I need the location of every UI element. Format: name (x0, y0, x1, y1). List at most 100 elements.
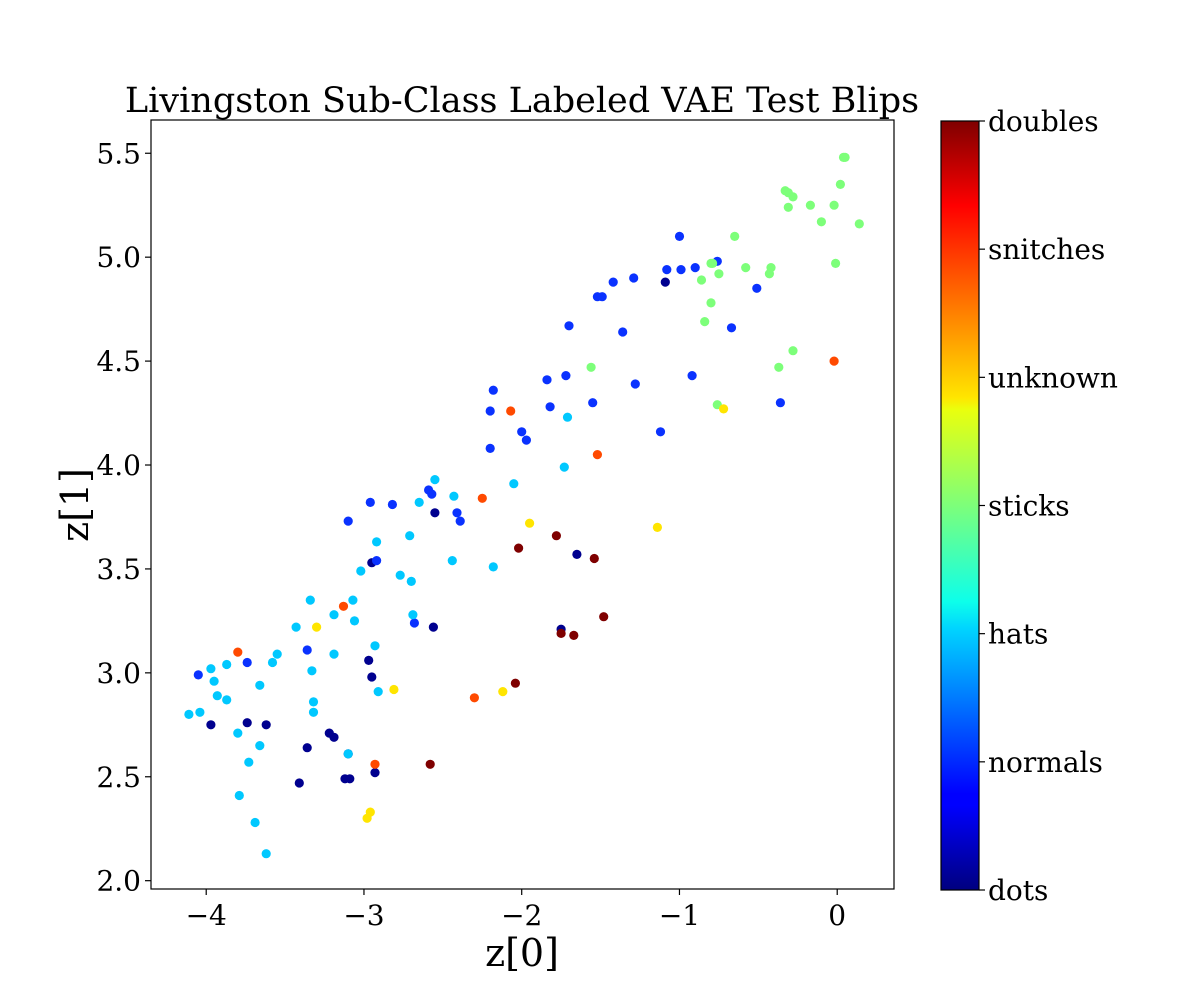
scatter-point-doubles (551, 531, 562, 541)
scatter-point-hats (222, 659, 232, 670)
scatter-point-normals (521, 435, 532, 445)
scatter-point-hats (395, 570, 405, 580)
scatter-point-dots (572, 549, 582, 560)
scatter-point-doubles (425, 759, 435, 769)
scatter-point-hats (291, 622, 301, 632)
scatter-point-doubles (510, 678, 520, 688)
scatter-point-hats (430, 475, 440, 485)
scatter-point-normals (752, 283, 762, 293)
scatter-point-hats (559, 462, 569, 472)
y-tick-label: 5.5 (96, 137, 141, 170)
scatter-point-dots (206, 720, 216, 730)
scatter-point-dots (370, 768, 380, 778)
scatter-point-normals (618, 327, 628, 337)
scatter-point-hats (305, 595, 315, 605)
scatter-point-normals (427, 489, 437, 499)
scatter-point-hats (195, 707, 205, 717)
scatter-point-normals (452, 508, 462, 518)
scatter-point-normals (545, 402, 555, 412)
scatter-point-normals (488, 385, 498, 395)
scatter-point-sticks (805, 200, 816, 210)
scatter-point-sticks (730, 231, 740, 241)
scatter-point-sticks (783, 202, 793, 212)
scatter-points (184, 152, 864, 859)
scatter-point-normals (485, 406, 495, 416)
colorbar-label-sticks: sticks (988, 490, 1070, 523)
scatter-point-normals (775, 398, 786, 408)
scatter-point-hats (447, 556, 457, 566)
scatter-point-sticks (708, 258, 718, 268)
scatter-point-hats (449, 491, 459, 501)
scatter-point-unknown (652, 522, 663, 533)
scatter-point-hats (329, 610, 339, 620)
scatter-point-normals (629, 273, 639, 283)
scatter-point-snitches (338, 601, 349, 611)
scatter-point-normals (726, 323, 737, 333)
colorbar-label-unknown: unknown (988, 361, 1118, 394)
scatter-point-hats (408, 610, 418, 620)
scatter-point-hats (372, 537, 382, 547)
scatter-point-normals (690, 263, 700, 273)
colorbar-label-hats: hats (988, 618, 1048, 651)
scatter-point-hats (406, 576, 416, 587)
scatter-point-hats (370, 641, 380, 651)
scatter-point-hats (222, 695, 232, 705)
scatter-point-normals (561, 371, 571, 381)
scatter-point-sticks (829, 200, 839, 210)
scatter-point-sticks (696, 275, 707, 285)
scatter-point-sticks (835, 179, 846, 189)
scatter-point-normals (655, 427, 666, 437)
scatter-point-normals (608, 277, 618, 287)
scatter-point-unknown (498, 687, 508, 697)
scatter-point-normals (564, 321, 574, 331)
scatter-point-sticks (741, 263, 751, 273)
x-axis-label: z[0] (485, 931, 559, 975)
scatter-point-unknown (719, 404, 729, 414)
scatter-point-doubles (599, 612, 609, 622)
y-tick-label: 2.5 (96, 761, 141, 794)
scatter-point-hats (405, 531, 415, 541)
scatter-point-normals (365, 497, 375, 507)
scatter-point-normals (517, 427, 527, 437)
scatter-point-snitches (506, 406, 516, 416)
scatter-point-hats (206, 664, 216, 674)
scatter-point-normals (387, 499, 397, 510)
scatter-point-unknown (389, 684, 399, 695)
scatter-point-sticks (706, 298, 716, 308)
scatter-point-sticks (854, 219, 864, 229)
scatter-point-dots (302, 743, 312, 753)
scatter-point-normals (409, 618, 419, 628)
scatter-point-hats (209, 676, 219, 686)
scatter-point-normals (242, 657, 252, 668)
scatter-point-hats (356, 566, 366, 576)
scatter-point-unknown (365, 807, 375, 817)
x-tick-label: −4 (186, 899, 227, 932)
y-tick-label: 4.0 (96, 449, 141, 482)
scatter-point-snitches (469, 693, 479, 703)
scatter-point-normals (687, 371, 697, 381)
scatter-point-dots (242, 718, 252, 728)
scatter-point-hats (234, 790, 244, 801)
scatter-point-sticks (714, 269, 724, 279)
x-tick-label: 0 (828, 899, 846, 932)
scatter-point-hats (212, 691, 222, 701)
y-tick-label: 5.0 (96, 241, 141, 274)
scatter-point-normals (588, 398, 598, 408)
scatter-point-snitches (233, 647, 243, 657)
colorbar-label-normals: normals (988, 746, 1103, 779)
scatter-point-dots (428, 622, 438, 632)
scatter-point-sticks (700, 317, 710, 327)
scatter-point-snitches (477, 493, 487, 503)
scatter-point-hats (244, 757, 254, 767)
y-tick-label: 2.0 (96, 865, 141, 898)
scatter-point-snitches (829, 356, 839, 366)
scatter-point-hats (488, 562, 498, 572)
scatter-point-normals (674, 231, 685, 241)
scatter-point-sticks (816, 217, 827, 227)
scatter-point-normals (302, 645, 312, 655)
y-axis-label: z[1] (53, 468, 97, 542)
scatter-point-hats (349, 616, 360, 626)
scatter-point-dots (345, 774, 355, 784)
scatter-point-sticks (766, 263, 776, 273)
